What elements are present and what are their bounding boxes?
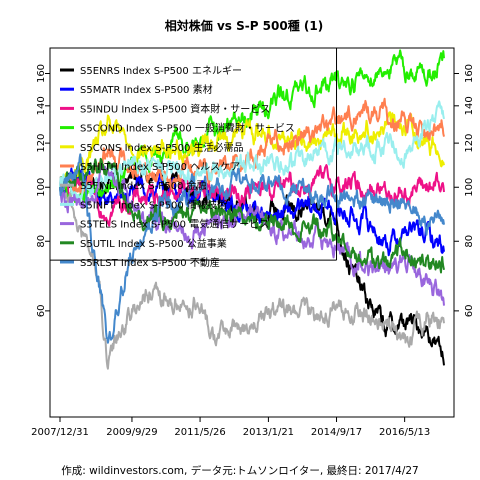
y-tick-label-right: 80 xyxy=(464,235,475,248)
series-line-8 xyxy=(59,100,445,204)
legend-label-6: S5HLTH Index S-P500 ヘルスケア xyxy=(80,161,240,173)
legend-label-9: S5TELS Index S-P500 電気通信サービス xyxy=(80,218,269,231)
y-tick-label-left: 100 xyxy=(36,178,47,197)
legend-label-7: S5FINL Index S-P500 金融 xyxy=(80,179,207,192)
legend-label-2: S5MATR Index S-P500 素材 xyxy=(80,83,213,96)
x-tick-label: 2011/5/26 xyxy=(174,427,225,438)
legend-label-5: S5CONS Index S-P500 生活必需品 xyxy=(80,141,244,154)
reference-lines xyxy=(50,48,338,261)
x-tick-label: 2009/9/29 xyxy=(106,427,157,438)
legend: S5ENRS Index S-P500 エネルギー S5MATR Index S-… xyxy=(60,65,295,269)
x-tick-label: 2013/1/21 xyxy=(243,427,294,438)
y-tick-label-right: 60 xyxy=(464,305,475,318)
legend-label-11: S5RLST Index S-P500 不動産 xyxy=(80,256,220,269)
y-tick-label-left: 60 xyxy=(36,305,47,318)
series-line-6 xyxy=(59,97,445,195)
y-tick-label-right: 160 xyxy=(464,64,475,83)
series-layer xyxy=(59,49,445,370)
chart-title: 相対株価 vs S-P 500種 (1) xyxy=(165,18,323,33)
x-tick-label: 2007/12/31 xyxy=(31,427,89,438)
y-tick-label-right: 140 xyxy=(464,96,475,115)
plot-frame xyxy=(49,47,455,418)
series-line-5 xyxy=(59,111,445,188)
legend-label-3: S5INDU Index S-P500 資本財・サービス xyxy=(80,102,270,115)
legend-label-4: S5COND Index S-P500 一般消費財・サービス xyxy=(80,122,295,135)
y-tick-label-right: 120 xyxy=(464,134,475,153)
legend-label-10: S5UTIL Index S-P500 公益事業 xyxy=(80,237,227,250)
legend-label-1: S5ENRS Index S-P500 エネルギー xyxy=(80,65,242,77)
x-tick-label: 2016/5/13 xyxy=(379,427,430,438)
series-line-11 xyxy=(59,153,445,344)
series-line-10 xyxy=(59,157,445,274)
x-tick-label: 2014/9/17 xyxy=(311,427,362,438)
series-line-4 xyxy=(59,49,445,204)
y-tick-label-left: 120 xyxy=(36,134,47,153)
y-tick-label-left: 140 xyxy=(36,96,47,115)
y-tick-label-left: 80 xyxy=(36,235,47,248)
chart-caption: 作成: wildinvestors.com, データ元:トムソンロイター, 最終… xyxy=(61,464,418,477)
axes: 60 60 80 80 100 100 120 120 140 140 160 160 2007/12/… xyxy=(31,64,475,438)
legend-label-8: S5INFT Index S-P500 情報技術 xyxy=(80,198,227,211)
y-tick-label-right: 100 xyxy=(464,178,475,197)
y-tick-label-left: 160 xyxy=(36,64,47,83)
series-line-7 xyxy=(59,176,445,370)
